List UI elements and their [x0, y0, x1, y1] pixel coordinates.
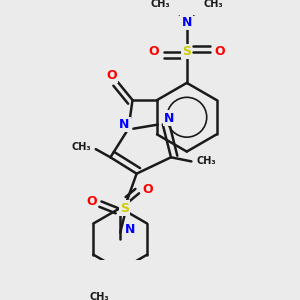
- Text: O: O: [86, 195, 97, 208]
- Text: N: N: [182, 16, 192, 29]
- Text: N: N: [119, 118, 130, 131]
- Text: CH₃: CH₃: [203, 0, 223, 9]
- Text: O: O: [214, 45, 225, 58]
- Text: S: S: [120, 202, 129, 214]
- Text: S: S: [182, 45, 191, 58]
- Text: O: O: [106, 69, 117, 82]
- Text: N: N: [164, 112, 175, 124]
- Text: O: O: [142, 183, 153, 196]
- Text: O: O: [149, 45, 159, 58]
- Text: CH₃: CH₃: [196, 156, 216, 167]
- Text: N: N: [125, 223, 135, 236]
- Text: CH₃: CH₃: [90, 292, 110, 300]
- Text: CH₃: CH₃: [151, 0, 170, 9]
- Text: CH₃: CH₃: [71, 142, 91, 152]
